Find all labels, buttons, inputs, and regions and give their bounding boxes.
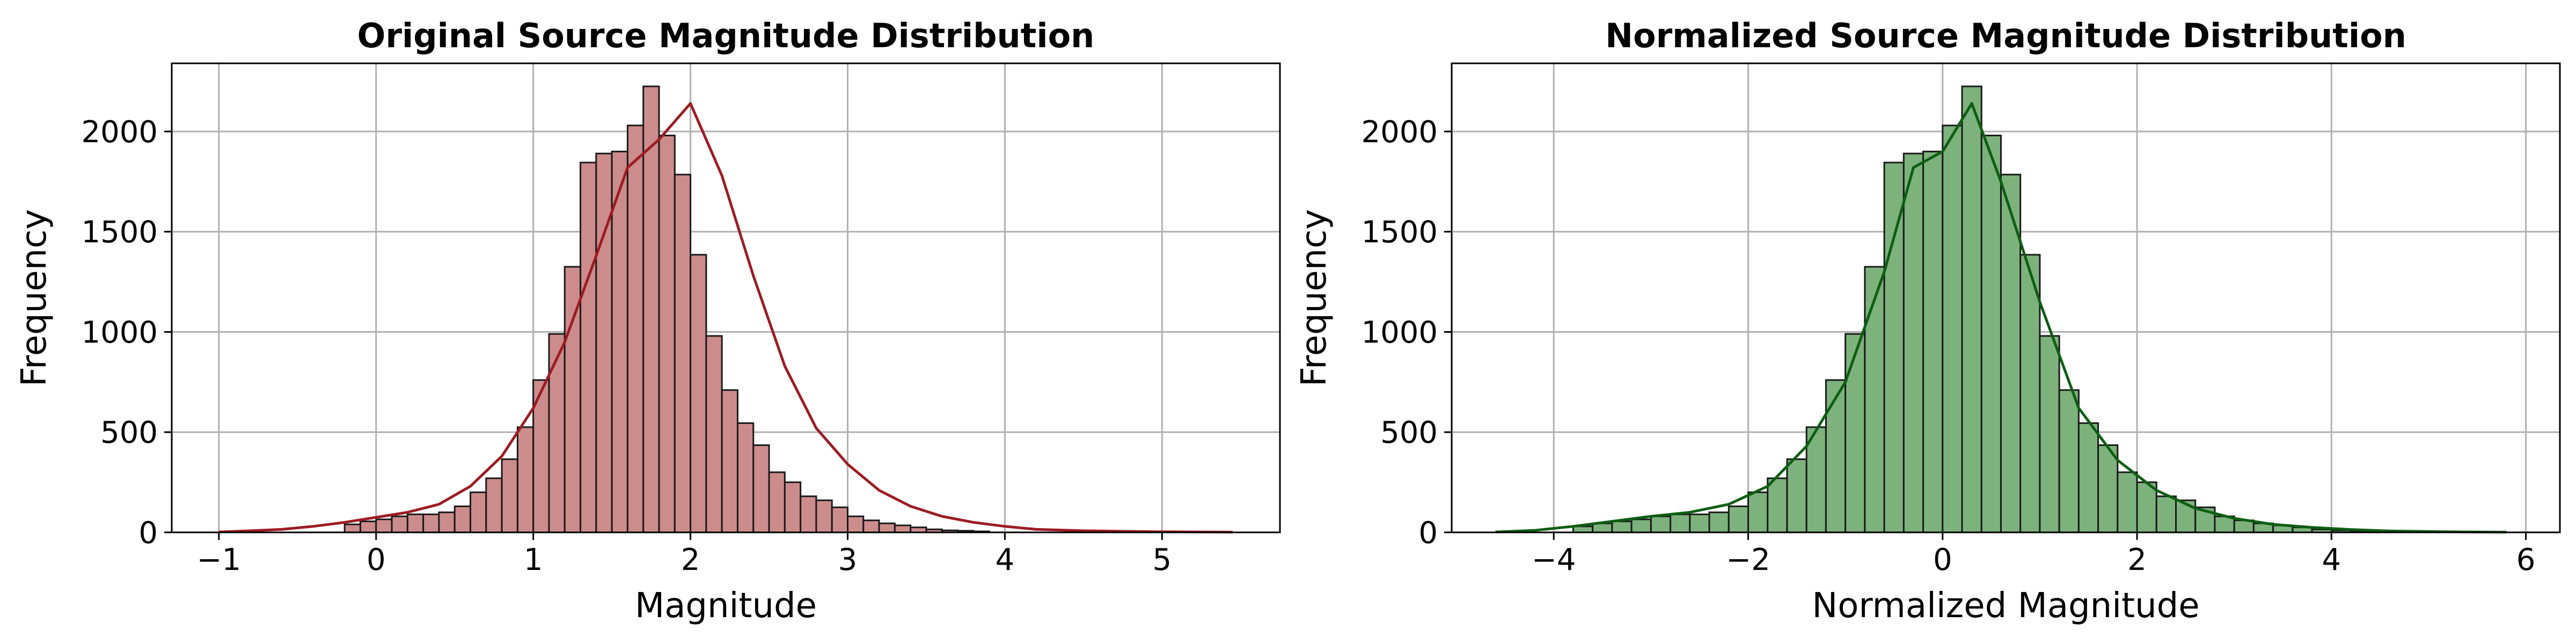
histogram-bar bbox=[752, 444, 770, 533]
histogram-bar bbox=[2155, 495, 2177, 533]
y-tick-label: 1000 bbox=[1361, 315, 1438, 350]
histogram-bar bbox=[1611, 520, 1633, 533]
chart-normalized-magnitude: −4 −2 0 2 4 6 0 500 1000 1500 2000 Normalized Sourc… bbox=[1294, 16, 2561, 626]
histogram-bar bbox=[1728, 505, 1749, 533]
histogram-bar bbox=[2058, 389, 2080, 533]
histogram-bar bbox=[2039, 335, 2060, 533]
x-tick-label: 2 bbox=[2127, 543, 2147, 577]
histogram-bar bbox=[894, 524, 912, 533]
histogram-bar bbox=[485, 477, 503, 533]
x-axis-label: Magnitude bbox=[635, 586, 817, 626]
histogram-bar bbox=[516, 426, 535, 533]
chart-original-magnitude: −1 0 1 2 3 4 5 0 500 1000 1500 2000 Original Source … bbox=[14, 16, 1281, 626]
y-tick-label: 0 bbox=[1418, 516, 1438, 551]
x-tick-label: 4 bbox=[996, 543, 1015, 577]
y-tick-label: 1500 bbox=[81, 215, 158, 250]
histogram-bar bbox=[1767, 477, 1788, 533]
histogram-bar bbox=[2117, 471, 2138, 533]
x-tick-label: 0 bbox=[367, 543, 386, 577]
histogram-bar bbox=[422, 513, 440, 533]
x-tick-label: 3 bbox=[838, 543, 858, 577]
x-tick-label: 1 bbox=[524, 543, 543, 577]
y-axis-label: Frequency bbox=[1294, 209, 1334, 387]
histogram-bar bbox=[1650, 515, 1672, 533]
y-tick-label: 500 bbox=[100, 415, 158, 450]
histogram-bar bbox=[1805, 426, 1827, 533]
kde-curve bbox=[1495, 102, 2507, 534]
histogram-bar bbox=[1689, 513, 1710, 533]
histogram-bar bbox=[391, 515, 408, 533]
histogram-bar bbox=[705, 335, 723, 533]
histogram-bar bbox=[1883, 162, 1905, 533]
y-tick-label: 500 bbox=[1380, 415, 1438, 450]
histogram-bar bbox=[815, 499, 833, 533]
histogram-bar bbox=[1786, 458, 1807, 533]
histogram-bar bbox=[1922, 150, 1944, 533]
histogram-bar bbox=[359, 520, 377, 533]
histogram-bar bbox=[1630, 518, 1652, 533]
histogram-bar bbox=[2136, 481, 2157, 533]
histogram-bar bbox=[470, 491, 487, 533]
histogram-bar bbox=[453, 505, 472, 533]
histogram-bar bbox=[1845, 333, 1866, 533]
x-tick-label: 5 bbox=[1152, 543, 1172, 577]
histogram-bar bbox=[1980, 134, 2002, 533]
histogram-bar bbox=[548, 333, 566, 533]
axes-frame bbox=[1451, 62, 2561, 533]
y-tick-label: 0 bbox=[138, 516, 158, 551]
kde-curve bbox=[218, 102, 1233, 534]
histogram-bar bbox=[768, 471, 786, 533]
histogram-bar bbox=[2097, 444, 2119, 533]
axes-frame bbox=[171, 62, 1281, 533]
x-tick-label: −2 bbox=[1726, 543, 1770, 577]
histogram-bar bbox=[1864, 266, 1885, 533]
histogram-bar bbox=[375, 518, 393, 533]
histogram-bar bbox=[2077, 422, 2099, 533]
histogram-bar bbox=[501, 458, 518, 533]
x-tick-label: 2 bbox=[681, 543, 700, 577]
histogram-bar bbox=[2000, 173, 2022, 533]
histogram-bar bbox=[1747, 491, 1769, 533]
histogram-bar bbox=[1825, 379, 1847, 533]
histogram-bar bbox=[674, 173, 692, 533]
histogram-bar bbox=[1670, 513, 1691, 533]
y-tick-label: 2000 bbox=[1361, 115, 1438, 150]
y-tick-label: 1500 bbox=[1361, 215, 1438, 250]
x-tick-label: 4 bbox=[2322, 543, 2341, 577]
histogram-bar bbox=[1708, 511, 1730, 533]
histogram-bar bbox=[1942, 125, 1963, 533]
histogram-bar bbox=[658, 134, 676, 533]
histogram-bar bbox=[878, 522, 896, 533]
histogram-bar bbox=[784, 481, 802, 533]
histogram-bar bbox=[626, 125, 645, 533]
histogram-bar bbox=[343, 523, 361, 533]
histogram-bar bbox=[642, 85, 660, 533]
histogram-bar bbox=[736, 422, 755, 533]
histogram-bar bbox=[862, 519, 880, 533]
histogram-bar bbox=[580, 162, 597, 533]
x-axis-label: Normalized Magnitude bbox=[1812, 586, 2199, 626]
histogram-bar bbox=[800, 495, 817, 533]
y-axis-label: Frequency bbox=[14, 209, 54, 387]
x-tick-label: −1 bbox=[197, 543, 241, 577]
histogram-bar bbox=[831, 506, 849, 533]
histogram-bar bbox=[1961, 85, 1982, 533]
histogram-bar bbox=[847, 515, 865, 533]
histogram-bar bbox=[1902, 152, 1924, 533]
histogram-bar bbox=[595, 152, 613, 533]
y-tick-label: 1000 bbox=[81, 315, 158, 350]
y-tick-label: 2000 bbox=[81, 115, 158, 150]
x-tick-label: −4 bbox=[1532, 543, 1576, 577]
x-tick-label: 0 bbox=[1933, 543, 1952, 577]
chart-title: Original Source Magnitude Distribution bbox=[357, 16, 1095, 55]
x-tick-label: 6 bbox=[2516, 543, 2536, 577]
chart-title: Normalized Source Magnitude Distribution bbox=[1605, 16, 2406, 55]
histogram-bar bbox=[438, 511, 456, 533]
histogram-bar bbox=[690, 254, 707, 533]
histogram-bar bbox=[721, 389, 738, 533]
histogram-bar bbox=[406, 513, 425, 533]
